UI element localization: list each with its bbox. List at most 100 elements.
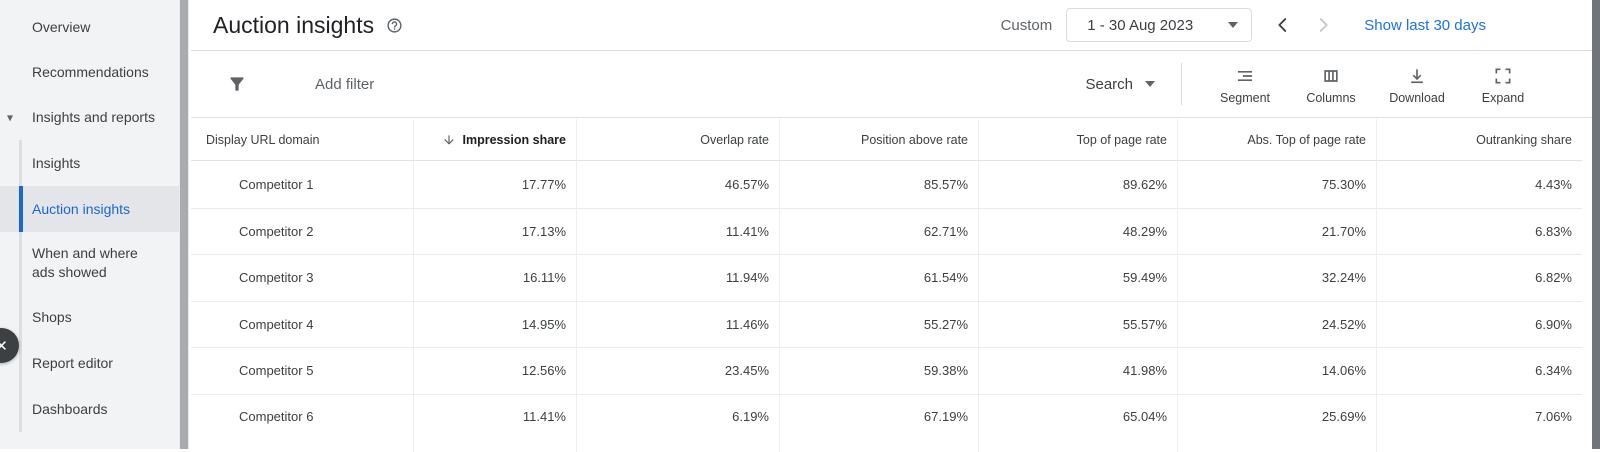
table-cell: 23.45% (576, 347, 779, 394)
sub-items-rail (19, 140, 22, 432)
date-range-selector[interactable]: 1 - 30 Aug 2023 (1066, 8, 1253, 42)
table-cell: 85.57% (779, 161, 978, 208)
sidebar-item-insights[interactable]: Insights (0, 140, 180, 186)
sidebar-item-auction-insights[interactable]: Auction insights (0, 186, 180, 232)
table-cell: 6.34% (1376, 347, 1582, 394)
segment-label: Segment (1219, 91, 1271, 105)
table-cell: 14.95% (413, 300, 576, 347)
sidebar-item-recommendations[interactable]: Recommendations (0, 50, 180, 95)
columns-icon (1321, 66, 1341, 86)
column-header-top-of-page-rate[interactable]: Top of page rate (978, 119, 1177, 161)
sidebar-item-dashboards[interactable]: Dashboards (0, 386, 180, 432)
table-cell: 61.54% (779, 254, 978, 301)
table-cell: 65.04% (978, 393, 1177, 452)
chevron-right-icon[interactable] (1310, 12, 1336, 38)
table-cell: 55.57% (978, 300, 1177, 347)
date-range-controls: Custom 1 - 30 Aug 2023 Show last 30 days (1001, 8, 1486, 42)
date-range-value: 1 - 30 Aug 2023 (1087, 16, 1194, 34)
table-cell: 17.77% (413, 161, 576, 208)
table-cell: 59.38% (779, 347, 978, 394)
table-cell: 75.30% (1177, 161, 1376, 208)
column-header-outranking-share[interactable]: Outranking share (1376, 119, 1582, 161)
table-cell: 62.71% (779, 207, 978, 254)
add-filter-button[interactable]: Add filter (315, 75, 375, 93)
arrow-down-icon (442, 133, 456, 147)
page-title: Auction insights (213, 11, 375, 38)
sidebar-item-label: Report editor (32, 354, 113, 371)
segment-icon (1235, 66, 1255, 86)
sidebar-item-label: Overview (32, 19, 91, 35)
column-header-position-above-rate[interactable]: Position above rate (779, 119, 978, 161)
segment-button[interactable]: Segment (1202, 63, 1288, 105)
table-cell: 24.52% (1177, 300, 1376, 347)
download-icon (1407, 66, 1427, 86)
main-content: Auction insights Custom 1 - 30 Aug 2023 … (191, 0, 1592, 452)
sidebar-nav: Overview Recommendations ▾ Insights and … (0, 5, 180, 432)
selected-indicator-bar (19, 186, 23, 232)
table-cell: 41.98% (978, 347, 1177, 394)
search-dropdown[interactable]: Search (1085, 76, 1155, 93)
table-cell: 25.69% (1177, 393, 1376, 452)
sidebar-item-label: Recommendations (32, 64, 149, 80)
sidebar-item-label: Insights and reports (32, 109, 155, 125)
chevron-left-icon[interactable] (1270, 12, 1296, 38)
table-cell: 67.19% (779, 393, 978, 452)
table-cell: 4.43% (1376, 161, 1582, 208)
sidebar-item-report-editor[interactable]: Report editor (0, 340, 180, 386)
table-cell: 11.41% (413, 393, 576, 452)
sidebar-scrollbar-thumb[interactable] (180, 0, 188, 449)
sidebar-item-when-and-where-ads-showed[interactable]: When and where ads showed (0, 232, 180, 294)
table-cell: 11.94% (576, 254, 779, 301)
sidebar-scrollbar[interactable] (179, 0, 189, 449)
table-cell-domain: Competitor 3 (191, 254, 413, 301)
download-button[interactable]: Download (1374, 63, 1460, 105)
sidebar: Overview Recommendations ▾ Insights and … (0, 0, 180, 449)
sidebar-item-shops[interactable]: Shops (0, 294, 180, 340)
expand-label: Expand (1481, 91, 1525, 105)
expand-button[interactable]: Expand (1460, 63, 1546, 105)
date-mode-label: Custom (1000, 16, 1053, 34)
column-header-abs-top-of-page-rate[interactable]: Abs. Top of page rate (1177, 119, 1376, 161)
table-cell: 17.13% (413, 207, 576, 254)
table-cell: 16.11% (413, 254, 576, 301)
help-icon[interactable] (386, 17, 403, 34)
table-cell-domain: Competitor 4 (191, 300, 413, 347)
table-cell: 89.62% (978, 161, 1177, 208)
caret-down-icon (1228, 22, 1239, 28)
column-header-impression-share[interactable]: Impression share (413, 119, 576, 161)
auction-insights-table: Display URL domain Impression share Over… (191, 119, 1582, 452)
download-label: Download (1389, 91, 1445, 105)
show-last-30-days-link[interactable]: Show last 30 days (1364, 16, 1486, 34)
filter-icon[interactable] (227, 74, 247, 94)
search-label: Search (1085, 75, 1133, 93)
column-header-overlap-rate[interactable]: Overlap rate (576, 119, 779, 161)
table-cell: 11.41% (576, 207, 779, 254)
table-cell: 21.70% (1177, 207, 1376, 254)
table-cell: 11.46% (576, 300, 779, 347)
columns-button[interactable]: Columns (1288, 63, 1374, 105)
sidebar-item-label: When and where ads showed (32, 245, 138, 280)
table-cell: 7.06% (1376, 393, 1582, 452)
sidebar-item-label: Shops (32, 308, 72, 325)
table-cell: 59.49% (978, 254, 1177, 301)
table-cell: 6.82% (1376, 254, 1582, 301)
sidebar-item-insights-and-reports[interactable]: ▾ Insights and reports (0, 95, 180, 140)
table-cell: 6.83% (1376, 207, 1582, 254)
sidebar-item-label: Dashboards (32, 400, 108, 417)
close-icon[interactable]: ✕ (0, 328, 19, 363)
table-cell-domain: Competitor 2 (191, 207, 413, 254)
table-cell: 55.27% (779, 300, 978, 347)
triangle-down-icon[interactable]: ▾ (7, 110, 14, 124)
page-scrollbar[interactable] (1592, 0, 1600, 449)
table-cell: 46.57% (576, 161, 779, 208)
sidebar-item-overview[interactable]: Overview (0, 5, 180, 50)
page-header: Auction insights Custom 1 - 30 Aug 2023 … (191, 0, 1592, 51)
toolbar-divider (1181, 63, 1182, 105)
sidebar-item-label: Auction insights (32, 200, 131, 217)
caret-down-icon (1145, 81, 1155, 87)
sidebar-item-label: Insights (32, 154, 81, 171)
column-header-display-url-domain[interactable]: Display URL domain (191, 119, 413, 161)
table-cell-domain: Competitor 5 (191, 347, 413, 394)
table-cell: 48.29% (978, 207, 1177, 254)
expand-icon (1493, 66, 1513, 86)
